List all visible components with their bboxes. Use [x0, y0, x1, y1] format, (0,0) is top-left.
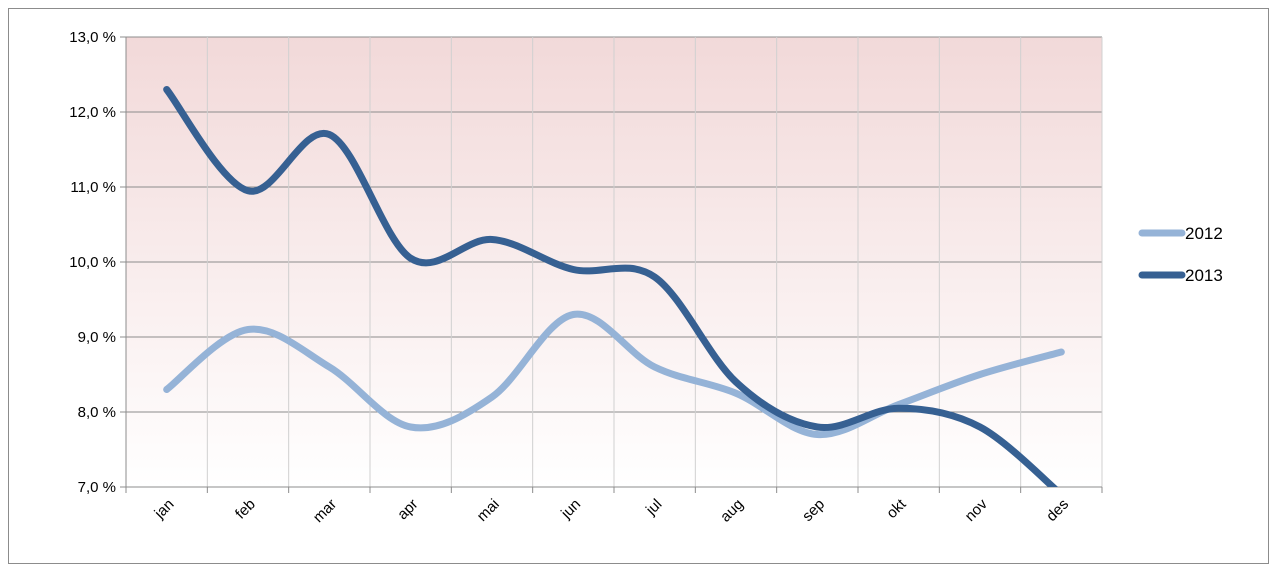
line-chart: 7,0 % 8,0 % 9,0 % 10,0 % 11,0 % 12,0 % 13,0 % j…: [69, 29, 1223, 526]
x-tick-label: feb: [232, 496, 259, 523]
x-tick-label: apr: [394, 496, 421, 523]
series-lines: [163, 86, 1065, 487]
x-tick-label: des: [1043, 496, 1072, 525]
x-tick-label: jun: [557, 496, 584, 523]
x-tick-label: sep: [799, 496, 828, 525]
x-tick-label: nov: [962, 495, 991, 524]
x-tick-label: okt: [883, 495, 910, 522]
y-tick-label: 13,0 %: [69, 29, 116, 46]
y-tick-label: 10,0 %: [69, 254, 116, 271]
x-tick-label: mar: [310, 496, 340, 526]
x-tick-label: mai: [474, 496, 503, 525]
y-tick-label: 11,0 %: [70, 179, 116, 196]
legend-label-2013: 2013: [1185, 266, 1223, 285]
y-tick-label: 12,0 %: [69, 104, 116, 121]
series-line-2012: [163, 310, 1065, 439]
y-tick-label: 8,0 %: [78, 404, 116, 421]
y-tick-label: 7,0 %: [78, 479, 116, 496]
x-tick-label: jul: [642, 496, 665, 519]
series-line-2013: [163, 86, 1059, 487]
x-tick-label: aug: [717, 496, 747, 526]
y-tick-label: 9,0 %: [78, 329, 116, 346]
legend-label-2012: 2012: [1185, 224, 1223, 243]
x-tick-label: jan: [151, 496, 178, 523]
legend: 2012 2013: [1138, 224, 1223, 285]
chart-frame: 7,0 % 8,0 % 9,0 % 10,0 % 11,0 % 12,0 % 13,0 % j…: [8, 8, 1269, 564]
